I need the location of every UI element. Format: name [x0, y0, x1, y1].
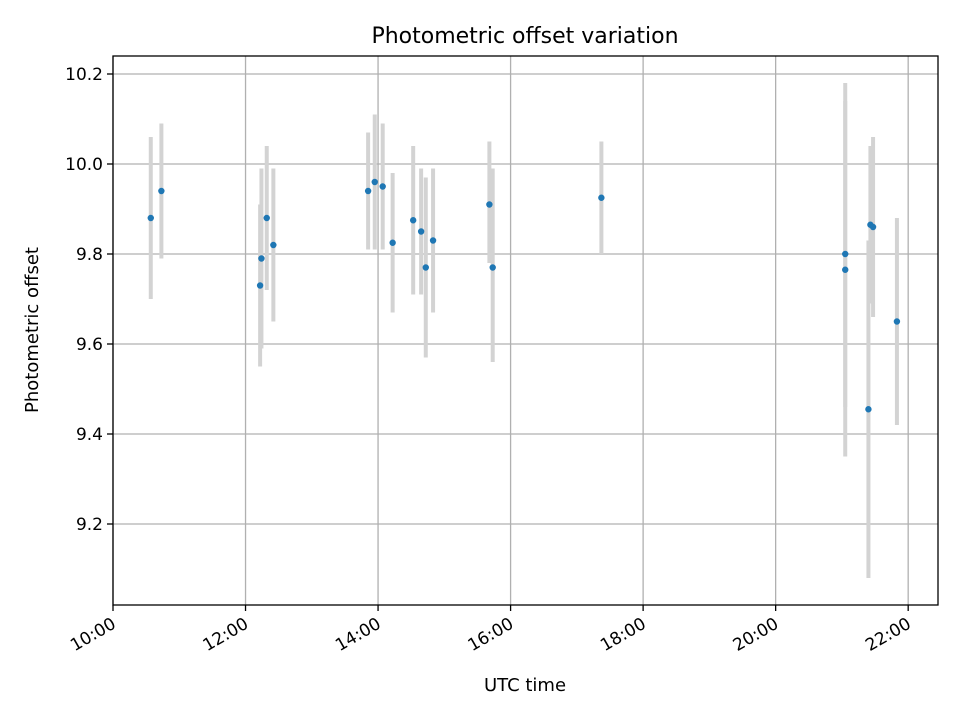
y-tick-label: 10.0	[65, 155, 103, 175]
data-point	[869, 223, 877, 231]
data-point	[422, 264, 429, 271]
data-point	[263, 214, 270, 222]
y-tick-label: 9.8	[76, 245, 103, 265]
data-point	[865, 406, 872, 413]
data-point	[486, 201, 493, 208]
chart-title: Photometric offset variation	[371, 24, 678, 49]
x-axis-label: UTC time	[484, 675, 566, 696]
data-point	[270, 241, 277, 249]
data-point	[409, 217, 417, 224]
data-point	[598, 194, 605, 201]
data-point	[389, 239, 396, 246]
y-tick-label: 9.2	[76, 515, 103, 535]
data-point	[842, 250, 849, 258]
grid-lines	[112, 56, 938, 605]
data-point	[379, 183, 386, 190]
y-axis-label: Photometric offset	[22, 247, 43, 413]
data-point	[147, 214, 154, 222]
y-tick-label: 10.2	[65, 65, 103, 85]
data-point	[893, 318, 901, 325]
data-point	[429, 237, 437, 244]
data-point	[256, 282, 264, 289]
data-point	[489, 264, 496, 271]
data-points	[147, 178, 901, 413]
y-tick-label: 9.4	[76, 425, 103, 445]
data-point	[158, 187, 165, 195]
plot-frame	[112, 55, 939, 606]
data-point	[258, 255, 265, 262]
y-tick-label: 9.6	[76, 335, 103, 355]
data-point	[417, 228, 425, 235]
data-point	[842, 266, 849, 273]
data-point	[364, 187, 372, 195]
data-point	[371, 178, 378, 186]
